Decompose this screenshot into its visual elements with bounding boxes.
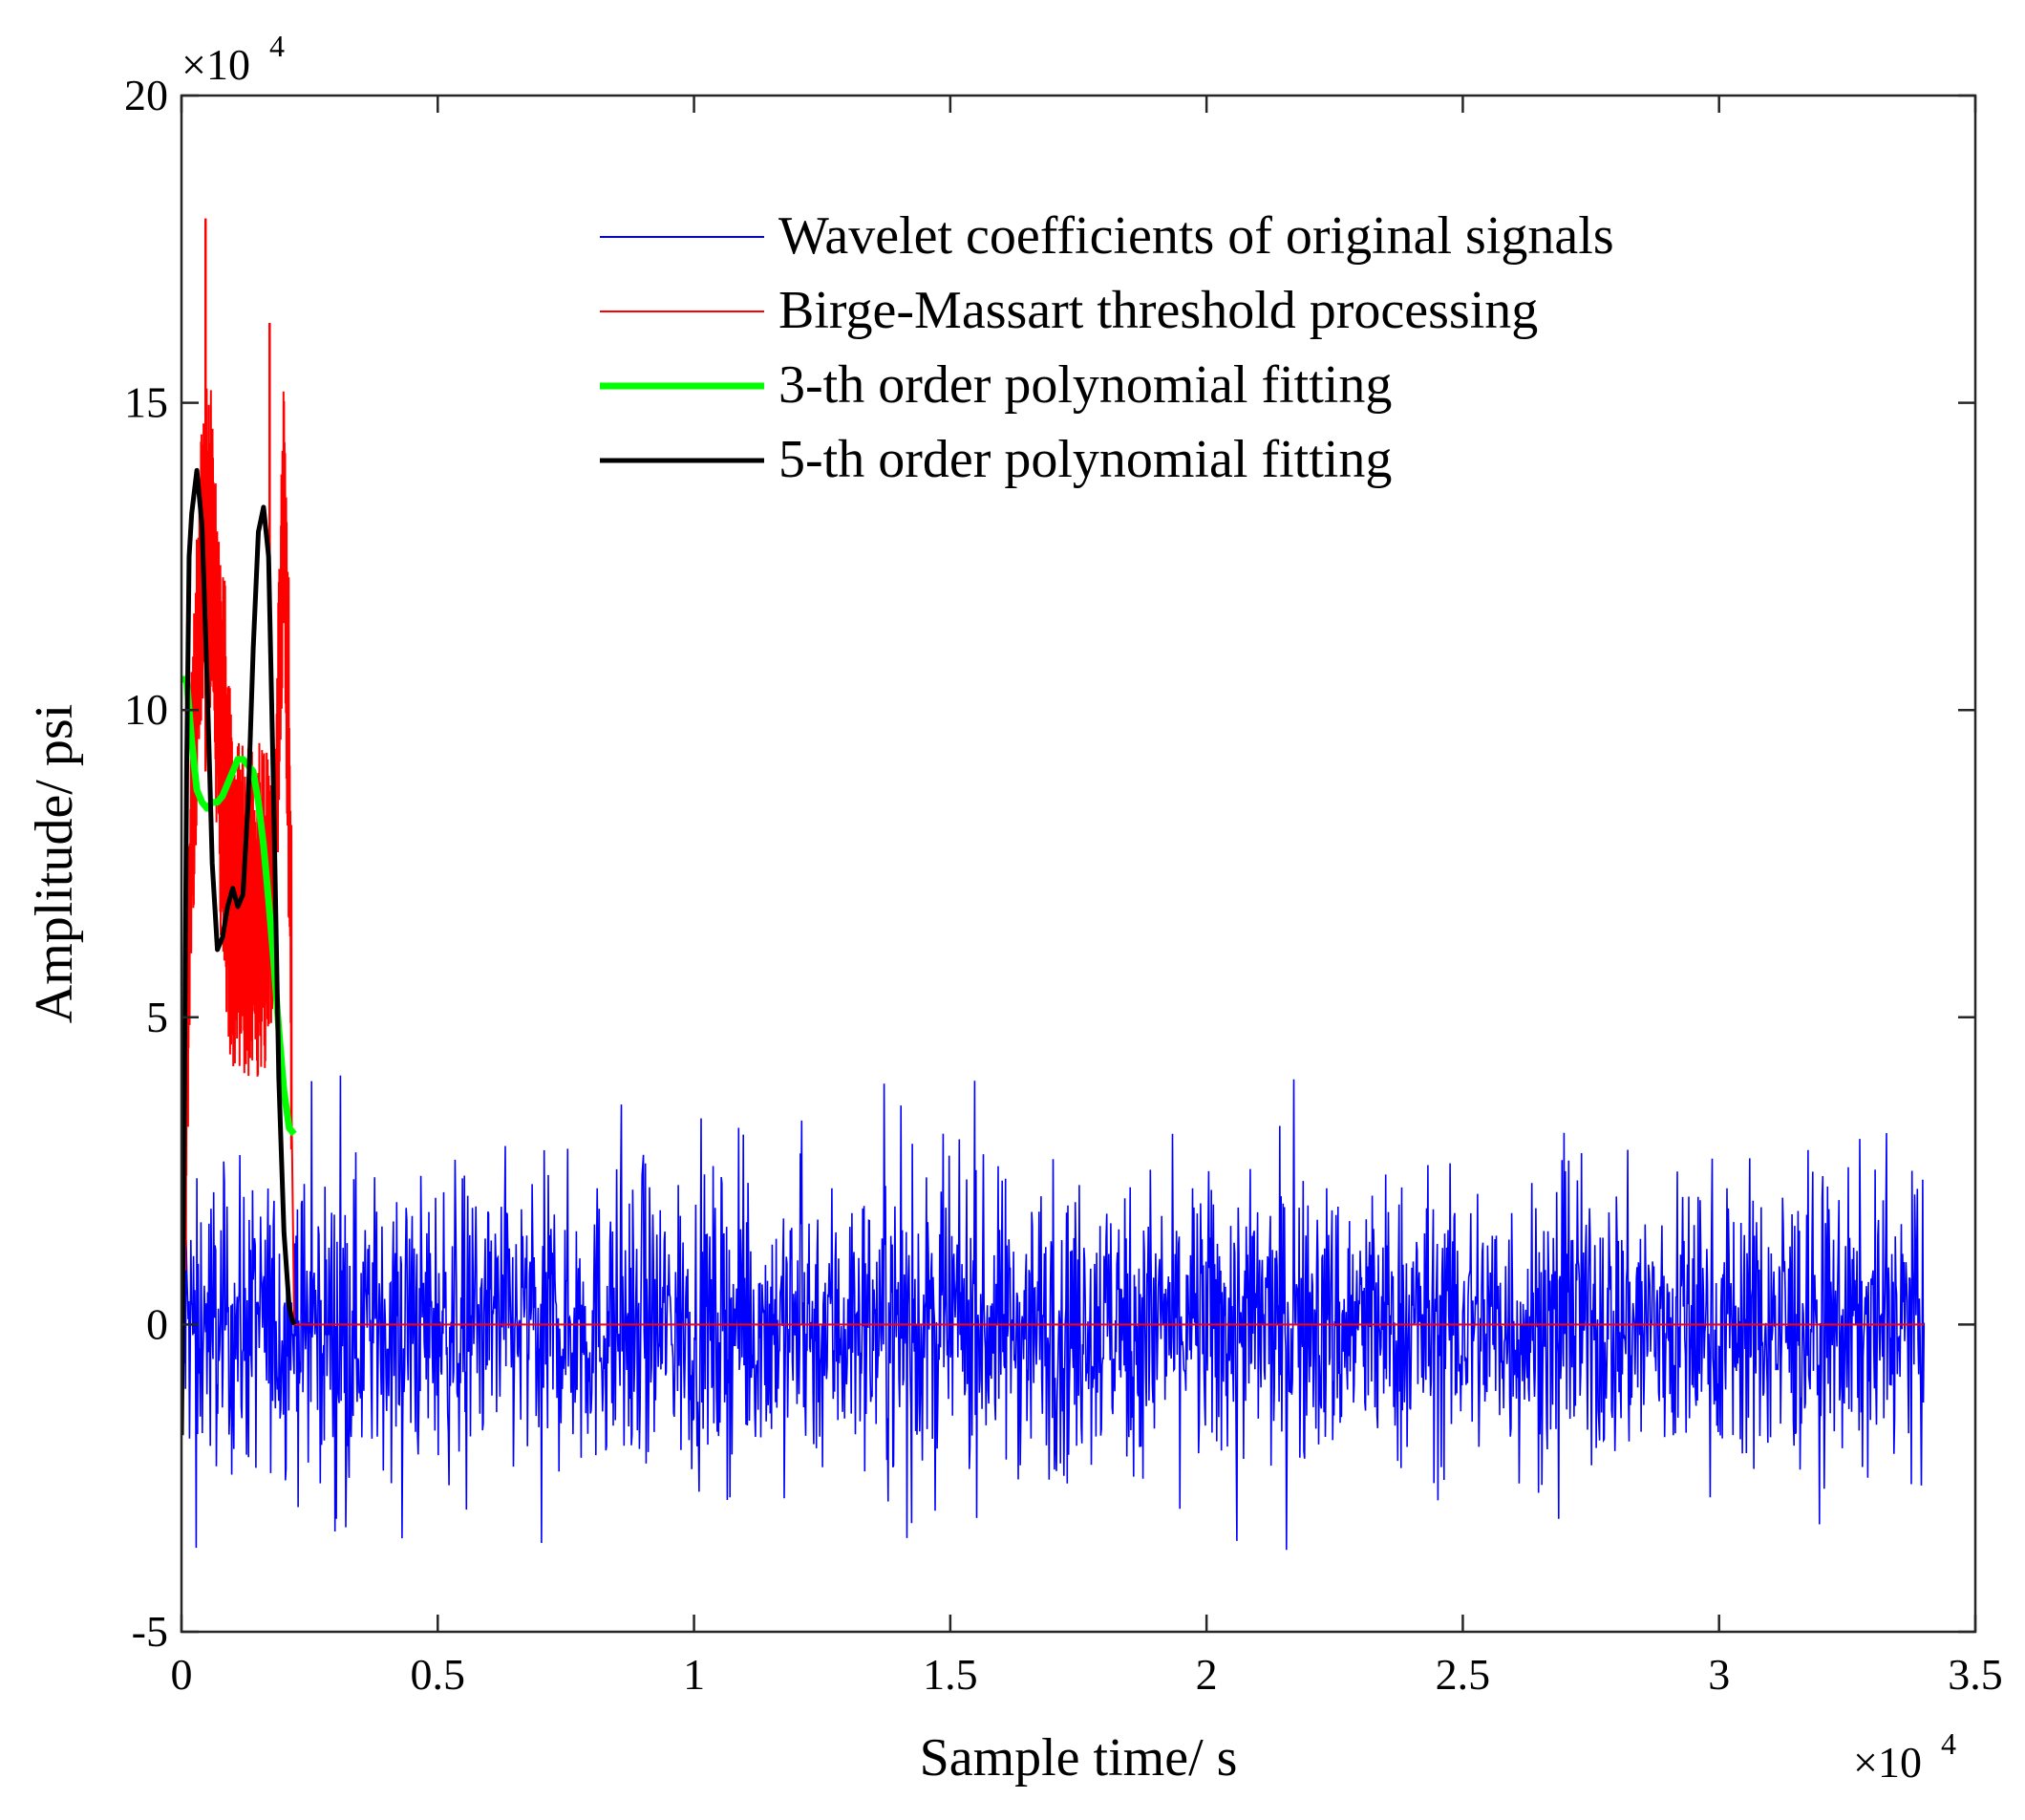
y-axis-label: Amplitude/ psi	[25, 704, 84, 1023]
x-exponent-power: 4	[1941, 1726, 1956, 1761]
x-tick-label: 0.5	[411, 1650, 466, 1699]
legend-label: Birge-Massart threshold processing	[778, 281, 1538, 340]
legend-label: Wavelet coefficients of original signals	[778, 206, 1614, 266]
y-tick-label: 5	[146, 993, 168, 1041]
axes-box	[180, 94, 1977, 1634]
x-tick-label: 3	[1708, 1650, 1730, 1699]
x-exponent: ×10 4	[1853, 1726, 1956, 1787]
y-tick-label: 20	[124, 71, 168, 119]
x-tick-label: 2	[1196, 1650, 1218, 1699]
x-tick-label: 2.5	[1436, 1650, 1491, 1699]
legend-label: 5-th order polynomial fitting	[778, 430, 1392, 489]
series-wavelet-coefficients	[181, 1075, 1926, 1551]
y-tick-label: 10	[124, 685, 168, 734]
x-tick-label: 3.5	[1948, 1650, 2003, 1699]
x-tick-label: 1	[683, 1650, 705, 1699]
legend-label: 3-th order polynomial fitting	[778, 355, 1392, 415]
y-tick-label: 0	[146, 1299, 168, 1348]
y-tick-label: 15	[124, 378, 168, 427]
x-tick-label: 0	[171, 1650, 193, 1699]
y-tick-label: -5	[132, 1607, 168, 1656]
y-exponent-power: 4	[269, 29, 285, 63]
x-exponent-base: ×10	[1853, 1738, 1922, 1787]
y-exponent-base: ×10	[181, 40, 250, 89]
x-axis-label: Sample time/ s	[920, 1728, 1238, 1788]
series-5th-order-fit	[181, 467, 297, 1436]
y-exponent: ×10 4	[181, 29, 285, 89]
plot-area	[181, 218, 1926, 1551]
x-tick-label: 1.5	[923, 1650, 978, 1699]
legend: Wavelet coefficients of original signals…	[600, 206, 1614, 489]
